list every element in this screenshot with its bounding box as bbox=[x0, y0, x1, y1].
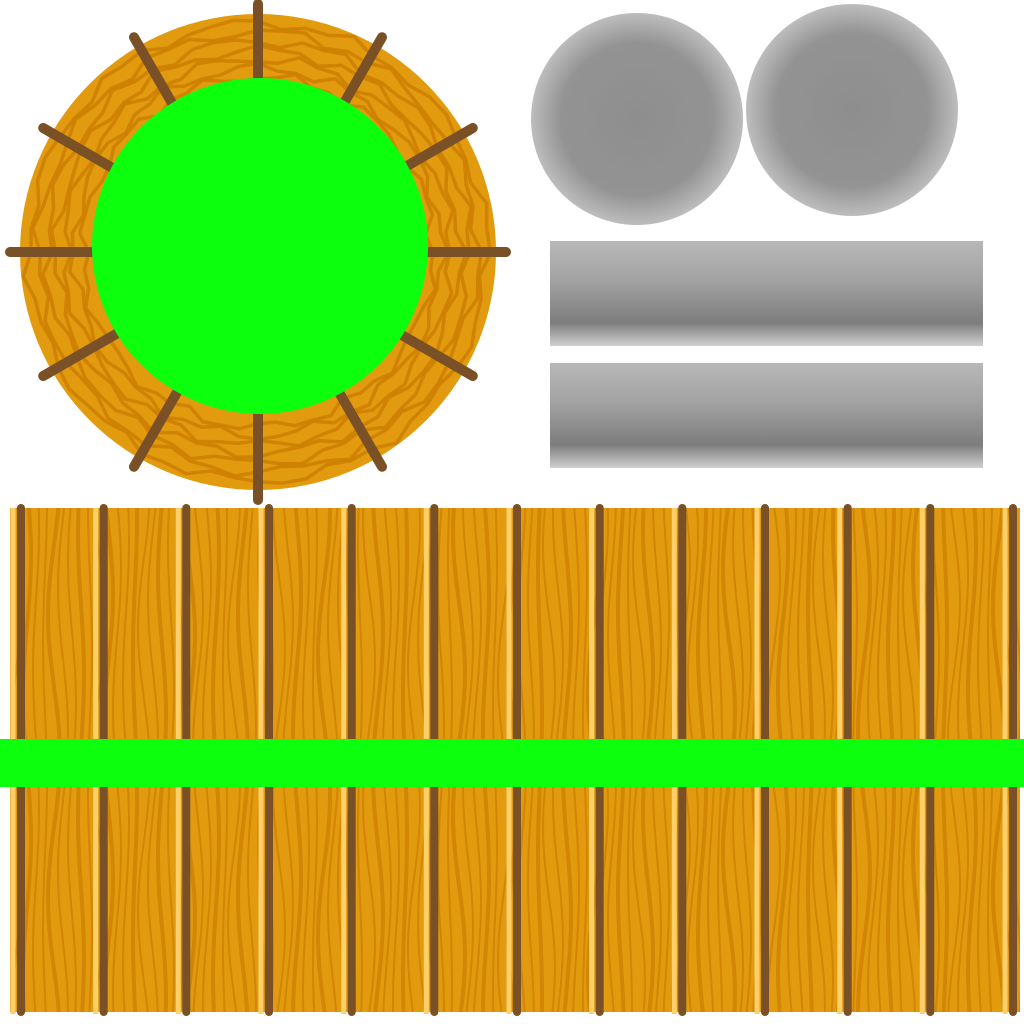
lid-stave bbox=[38, 322, 134, 381]
barrel-side-band bbox=[0, 739, 1024, 787]
barrel-lid-center bbox=[92, 78, 428, 414]
lid-stave bbox=[129, 376, 188, 472]
metal-band-bottom bbox=[550, 363, 983, 468]
metal-band-top bbox=[550, 241, 983, 346]
metal-disc-left bbox=[531, 13, 743, 225]
metal-disc-right bbox=[746, 4, 958, 216]
barrel-lid bbox=[5, 0, 511, 505]
lid-stave bbox=[328, 376, 387, 472]
barrel-side bbox=[0, 504, 1024, 1016]
barrel-lid-grain bbox=[21, 18, 495, 485]
